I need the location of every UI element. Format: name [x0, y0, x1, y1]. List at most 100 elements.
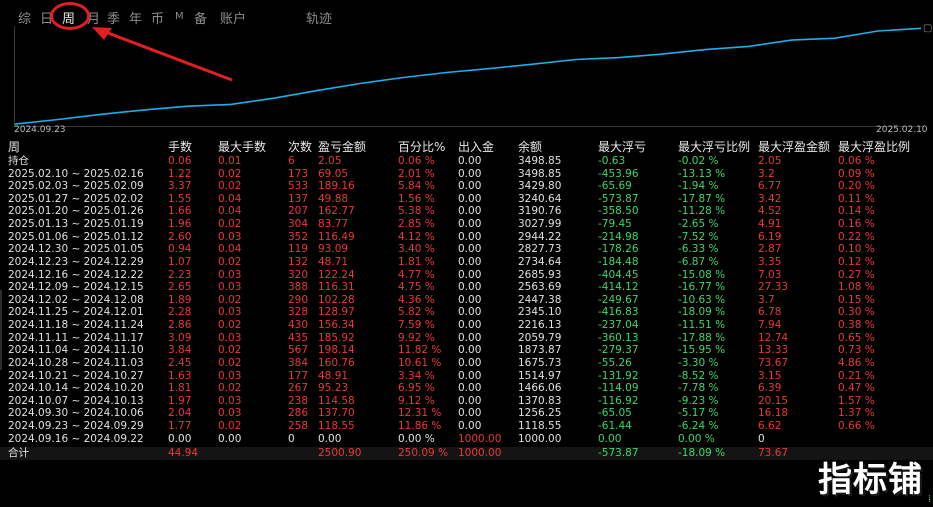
chart-collapse-icon[interactable]: ▢	[923, 23, 933, 34]
table-cell: 48.91	[318, 369, 349, 382]
table-row[interactable]: 持仓 0.06 0.01 6 2.05 0.06 % 0.00 3498.85 -0.63 -0.…	[0, 155, 933, 168]
table-cell: 2059.79	[518, 331, 562, 344]
table-cell: 2024.10.21 ~ 2024.10.27	[8, 369, 144, 382]
tab-8[interactable]: 备	[194, 12, 208, 27]
table-row[interactable]: 2024.10.07 ~ 2024.10.13 1.97 0.03 238 114.58…	[0, 395, 933, 408]
column-header[interactable]: 盈亏金额	[318, 140, 367, 154]
table-cell: -358.50	[598, 205, 639, 218]
table-cell: 3.15	[758, 369, 782, 382]
table-cell: 0.02	[218, 218, 242, 231]
table-cell: 3240.64	[518, 192, 562, 205]
table-cell: 1514.97	[518, 369, 562, 382]
table-row[interactable]: 2024.11.25 ~ 2024.12.01 2.28 0.03 328 128.97…	[0, 306, 933, 319]
tab-3[interactable]: 月	[87, 12, 101, 27]
table-cell: 2.28	[168, 306, 192, 319]
table-cell: 0.00	[458, 218, 482, 231]
table-row[interactable]: 2025.02.03 ~ 2025.02.09 3.37 0.02 533 189.16…	[0, 180, 933, 193]
table-cell: 3.2	[758, 167, 775, 180]
column-header[interactable]: 手数	[168, 140, 193, 154]
table-cell: 12.31 %	[398, 407, 442, 420]
tab-5[interactable]: 年	[129, 12, 143, 27]
x-axis-start-label: 2024.09.23	[14, 125, 66, 135]
table-cell: 0.00	[458, 356, 482, 369]
table-cell: 0.09 %	[838, 167, 875, 180]
table-row[interactable]: 2024.09.16 ~ 2024.09.22 0.00 0.00 0 0.00 0.00…	[0, 433, 933, 446]
column-header[interactable]: 出入金	[458, 140, 495, 154]
table-cell: 2827.73	[518, 243, 562, 256]
table-cell: 2734.64	[518, 255, 562, 268]
table-row[interactable]: 2024.11.18 ~ 2024.11.24 2.86 0.02 430 156.34…	[0, 319, 933, 332]
table-row[interactable]: 2024.12.30 ~ 2025.01.05 0.94 0.04 119 93.09 3…	[0, 243, 933, 256]
table-cell: 2.65	[168, 281, 192, 294]
table-row[interactable]: 2024.12.02 ~ 2024.12.08 1.89 0.02 290 102.28…	[0, 294, 933, 307]
table-cell: 3190.76	[518, 205, 562, 218]
table-cell: 2.05	[758, 155, 782, 167]
table-row[interactable]: 2024.11.04 ~ 2024.11.10 3.84 0.02 567 198.14…	[0, 344, 933, 357]
table-cell: 156.34	[318, 319, 355, 332]
table-cell: 1675.73	[518, 356, 562, 369]
resize-grip-icon[interactable]: ⁞	[927, 494, 931, 505]
table-row[interactable]: 2025.02.10 ~ 2025.02.16 1.22 0.02 173 69.05 2…	[0, 168, 933, 181]
table-cell: -404.45	[598, 268, 639, 281]
table-cell: 0.02	[218, 319, 242, 332]
table-cell: 1.97	[168, 394, 192, 407]
table-row[interactable]: 2025.01.06 ~ 2025.01.12 2.60 0.03 352 116.49…	[0, 231, 933, 244]
table-row[interactable]: 2024.12.16 ~ 2024.12.22 2.23 0.03 320 122.24…	[0, 269, 933, 282]
table-cell: 0.14 %	[838, 205, 875, 218]
table-cell: -6.87 %	[678, 255, 719, 268]
table-cell: 0.00	[458, 394, 482, 407]
table-row[interactable]: 2024.12.23 ~ 2024.12.29 1.07 0.02 132 48.71 1…	[0, 256, 933, 269]
table-row[interactable]: 2024.10.28 ~ 2024.11.03 2.45 0.02 384 160.76…	[0, 357, 933, 370]
tab-0[interactable]: 综	[18, 12, 32, 27]
table-row[interactable]: 2025.01.27 ~ 2025.02.02 1.55 0.04 137 49.88 1…	[0, 193, 933, 206]
table-row[interactable]: 2024.10.14 ~ 2024.10.20 1.81 0.02 267 95.23 6…	[0, 382, 933, 395]
table-cell: 0.65 %	[838, 331, 875, 344]
tab-7[interactable]: M	[175, 11, 184, 22]
table-cell: -2.65 %	[678, 218, 719, 231]
table-cell: 2024.12.30 ~ 2025.01.05	[8, 243, 144, 256]
column-header[interactable]: 周	[8, 140, 21, 154]
table-cell: 2216.13	[518, 319, 562, 332]
table-cell: 持仓	[8, 155, 29, 167]
tab-10[interactable]: 轨迹	[306, 12, 333, 27]
table-row[interactable]: 2024.11.11 ~ 2024.11.17 3.09 0.03 435 185.92…	[0, 332, 933, 345]
tab-9[interactable]: 账户	[220, 12, 247, 27]
tab-6[interactable]: 币	[151, 12, 165, 27]
tab-4[interactable]: 季	[107, 12, 121, 27]
table-row[interactable]: 2024.09.30 ~ 2024.10.06 2.04 0.03 286 137.70…	[0, 407, 933, 420]
table-cell: 0.02	[218, 180, 242, 193]
total-cell: 44.94	[168, 447, 199, 460]
table-cell: 0.03	[218, 407, 242, 420]
table-cell: 0.00	[318, 432, 342, 445]
column-header[interactable]: 余额	[518, 140, 543, 154]
table-cell: 0.00	[458, 369, 482, 382]
total-cell: 73.67	[758, 447, 789, 460]
column-header[interactable]: 最大浮盈比例	[838, 140, 911, 154]
column-header[interactable]: 最大浮亏比例	[678, 140, 751, 154]
table-row[interactable]: 2025.01.20 ~ 2025.01.26 1.66 0.04 207 162.77…	[0, 205, 933, 218]
table-cell: 2024.12.09 ~ 2024.12.15	[8, 281, 144, 294]
table-cell: 7.94	[758, 319, 782, 332]
scrollbar[interactable]	[0, 290, 2, 370]
table-cell: 4.36 %	[398, 293, 435, 306]
table-row[interactable]: 2024.09.23 ~ 2024.09.29 1.77 0.02 258 118.55…	[0, 420, 933, 433]
column-header[interactable]: 次数	[288, 140, 313, 154]
table-cell: 0.03	[218, 268, 242, 281]
column-header[interactable]: 最大浮盈金额	[758, 140, 831, 154]
column-header[interactable]: 最大浮亏	[598, 140, 647, 154]
table-cell: 0.00	[458, 293, 482, 306]
table-cell: -414.12	[598, 281, 639, 294]
column-header[interactable]: 最大手数	[218, 140, 267, 154]
table-cell: 189.16	[318, 180, 355, 193]
table-row[interactable]: 2025.01.13 ~ 2025.01.19 1.96 0.02 304 83.77 2…	[0, 218, 933, 231]
tab-1[interactable]: 日	[40, 12, 54, 27]
table-row[interactable]: 2024.12.09 ~ 2024.12.15 2.65 0.03 388 116.31…	[0, 281, 933, 294]
table-cell: 1.77	[168, 420, 192, 433]
table-cell: -237.04	[598, 319, 639, 332]
table-cell: 0.00	[458, 420, 482, 433]
table-cell: -15.95 %	[678, 344, 726, 357]
table-row[interactable]: 2024.10.21 ~ 2024.10.27 1.63 0.03 177 48.91 3…	[0, 370, 933, 383]
table-cell: 20.15	[758, 394, 789, 407]
column-header[interactable]: 百分比%	[398, 140, 446, 154]
table-cell: 286	[288, 407, 309, 420]
